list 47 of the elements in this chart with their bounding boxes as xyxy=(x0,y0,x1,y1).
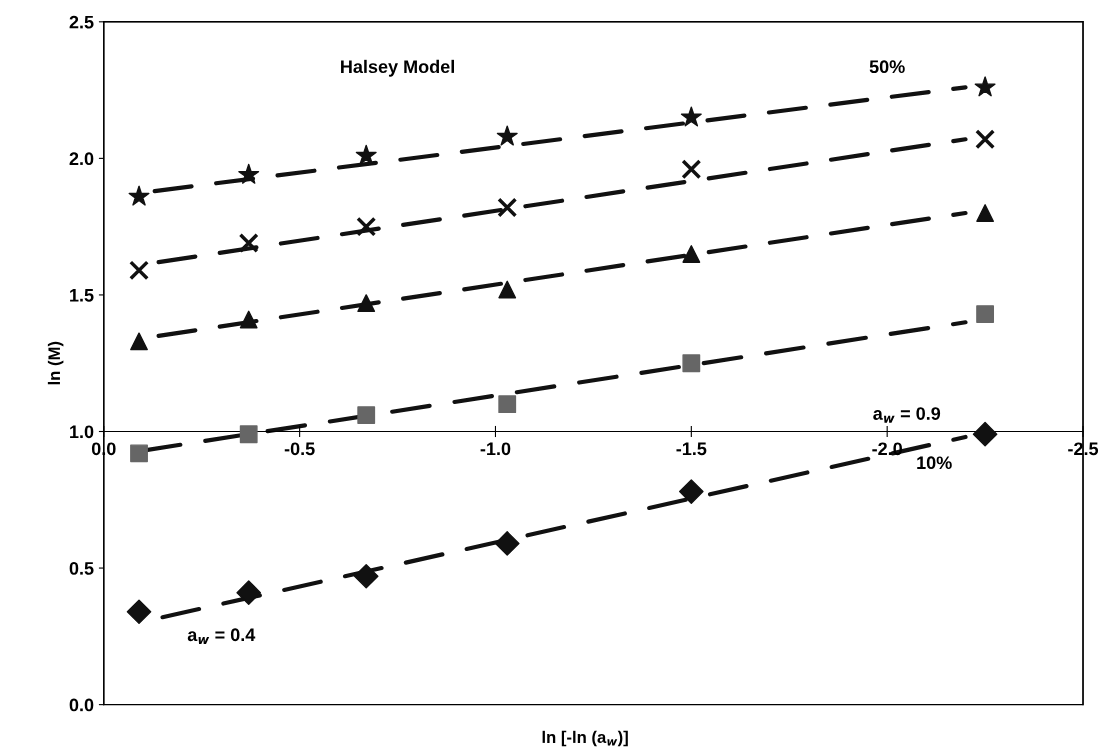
y-tick-label: 1.0 xyxy=(70,425,94,439)
x-tick-label: -1.0 xyxy=(480,442,511,456)
y-tick-label: 0.0 xyxy=(69,698,94,712)
point xyxy=(239,310,258,329)
y-tick-label: 0.5 xyxy=(69,562,94,575)
point xyxy=(130,444,148,463)
x-tick-label: -1.5 xyxy=(676,442,707,456)
annotation: a$_{w}$ = 0.9 xyxy=(873,407,941,423)
point xyxy=(239,425,258,444)
point xyxy=(355,144,377,165)
point xyxy=(498,280,517,299)
point xyxy=(353,563,379,589)
point xyxy=(496,125,518,146)
y-tick-label: 2.5 xyxy=(69,15,94,29)
annotation: a$_{w}$ = 0.4 xyxy=(187,628,256,644)
point xyxy=(236,580,262,605)
point xyxy=(976,204,995,222)
point xyxy=(976,305,995,323)
point xyxy=(494,531,520,556)
point xyxy=(238,163,260,184)
point xyxy=(238,233,259,253)
y-tick-label: 2.0 xyxy=(69,152,94,166)
x-axis-title: ln [-ln (a$_{w}$)] xyxy=(542,730,628,747)
text: Halsey Model xyxy=(341,59,454,77)
y-tick-label: 1.5 xyxy=(70,289,94,302)
annotation: 50% xyxy=(869,60,905,74)
point xyxy=(679,479,704,504)
point xyxy=(682,245,701,263)
point xyxy=(682,354,701,373)
point xyxy=(130,332,148,351)
point xyxy=(129,260,149,281)
point xyxy=(975,129,996,150)
point xyxy=(681,159,702,180)
annotation: 10% xyxy=(917,456,952,470)
x-tick-label: -2.0 xyxy=(872,442,902,456)
point xyxy=(972,421,998,447)
point xyxy=(357,294,376,313)
point xyxy=(356,216,377,237)
point xyxy=(126,599,152,625)
point xyxy=(128,185,150,206)
point xyxy=(497,197,518,218)
y-axis-title: ln (M) xyxy=(47,341,64,385)
point xyxy=(357,406,376,425)
point xyxy=(680,106,702,127)
point xyxy=(974,76,996,97)
point xyxy=(498,395,517,414)
x-tick-label: -0.5 xyxy=(284,442,315,456)
